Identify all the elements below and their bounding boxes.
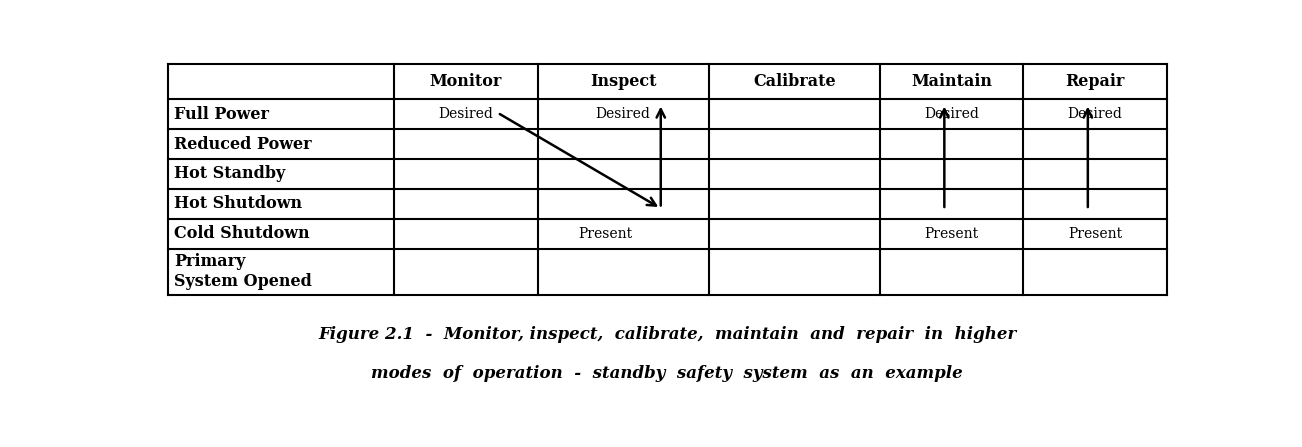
Text: Desired: Desired xyxy=(1068,107,1122,121)
Text: Desired: Desired xyxy=(439,107,493,121)
Text: Desired: Desired xyxy=(596,107,651,121)
Text: Full Power: Full Power xyxy=(174,105,268,122)
Text: Hot Shutdown: Hot Shutdown xyxy=(174,195,302,212)
Text: Desired: Desired xyxy=(924,107,979,121)
Text: Present: Present xyxy=(578,227,631,241)
Text: Present: Present xyxy=(1068,227,1122,241)
Text: Hot Standby: Hot Standby xyxy=(174,165,285,182)
Text: Figure 2.1  -  Monitor, inspect,  calibrate,  maintain  and  repair  in  higher: Figure 2.1 - Monitor, inspect, calibrate… xyxy=(318,326,1017,343)
Text: modes  of  operation  -  standby  safety  system  as  an  example: modes of operation - standby safety syst… xyxy=(371,365,963,382)
Text: Calibrate: Calibrate xyxy=(753,73,836,90)
Text: Monitor: Monitor xyxy=(430,73,503,90)
Text: Maintain: Maintain xyxy=(911,73,992,90)
Text: Inspect: Inspect xyxy=(590,73,656,90)
Text: Repair: Repair xyxy=(1065,73,1125,90)
Text: Reduced Power: Reduced Power xyxy=(174,135,311,152)
Text: Cold Shutdown: Cold Shutdown xyxy=(174,225,310,242)
Text: Primary
System Opened: Primary System Opened xyxy=(174,253,311,290)
Text: Present: Present xyxy=(924,227,979,241)
